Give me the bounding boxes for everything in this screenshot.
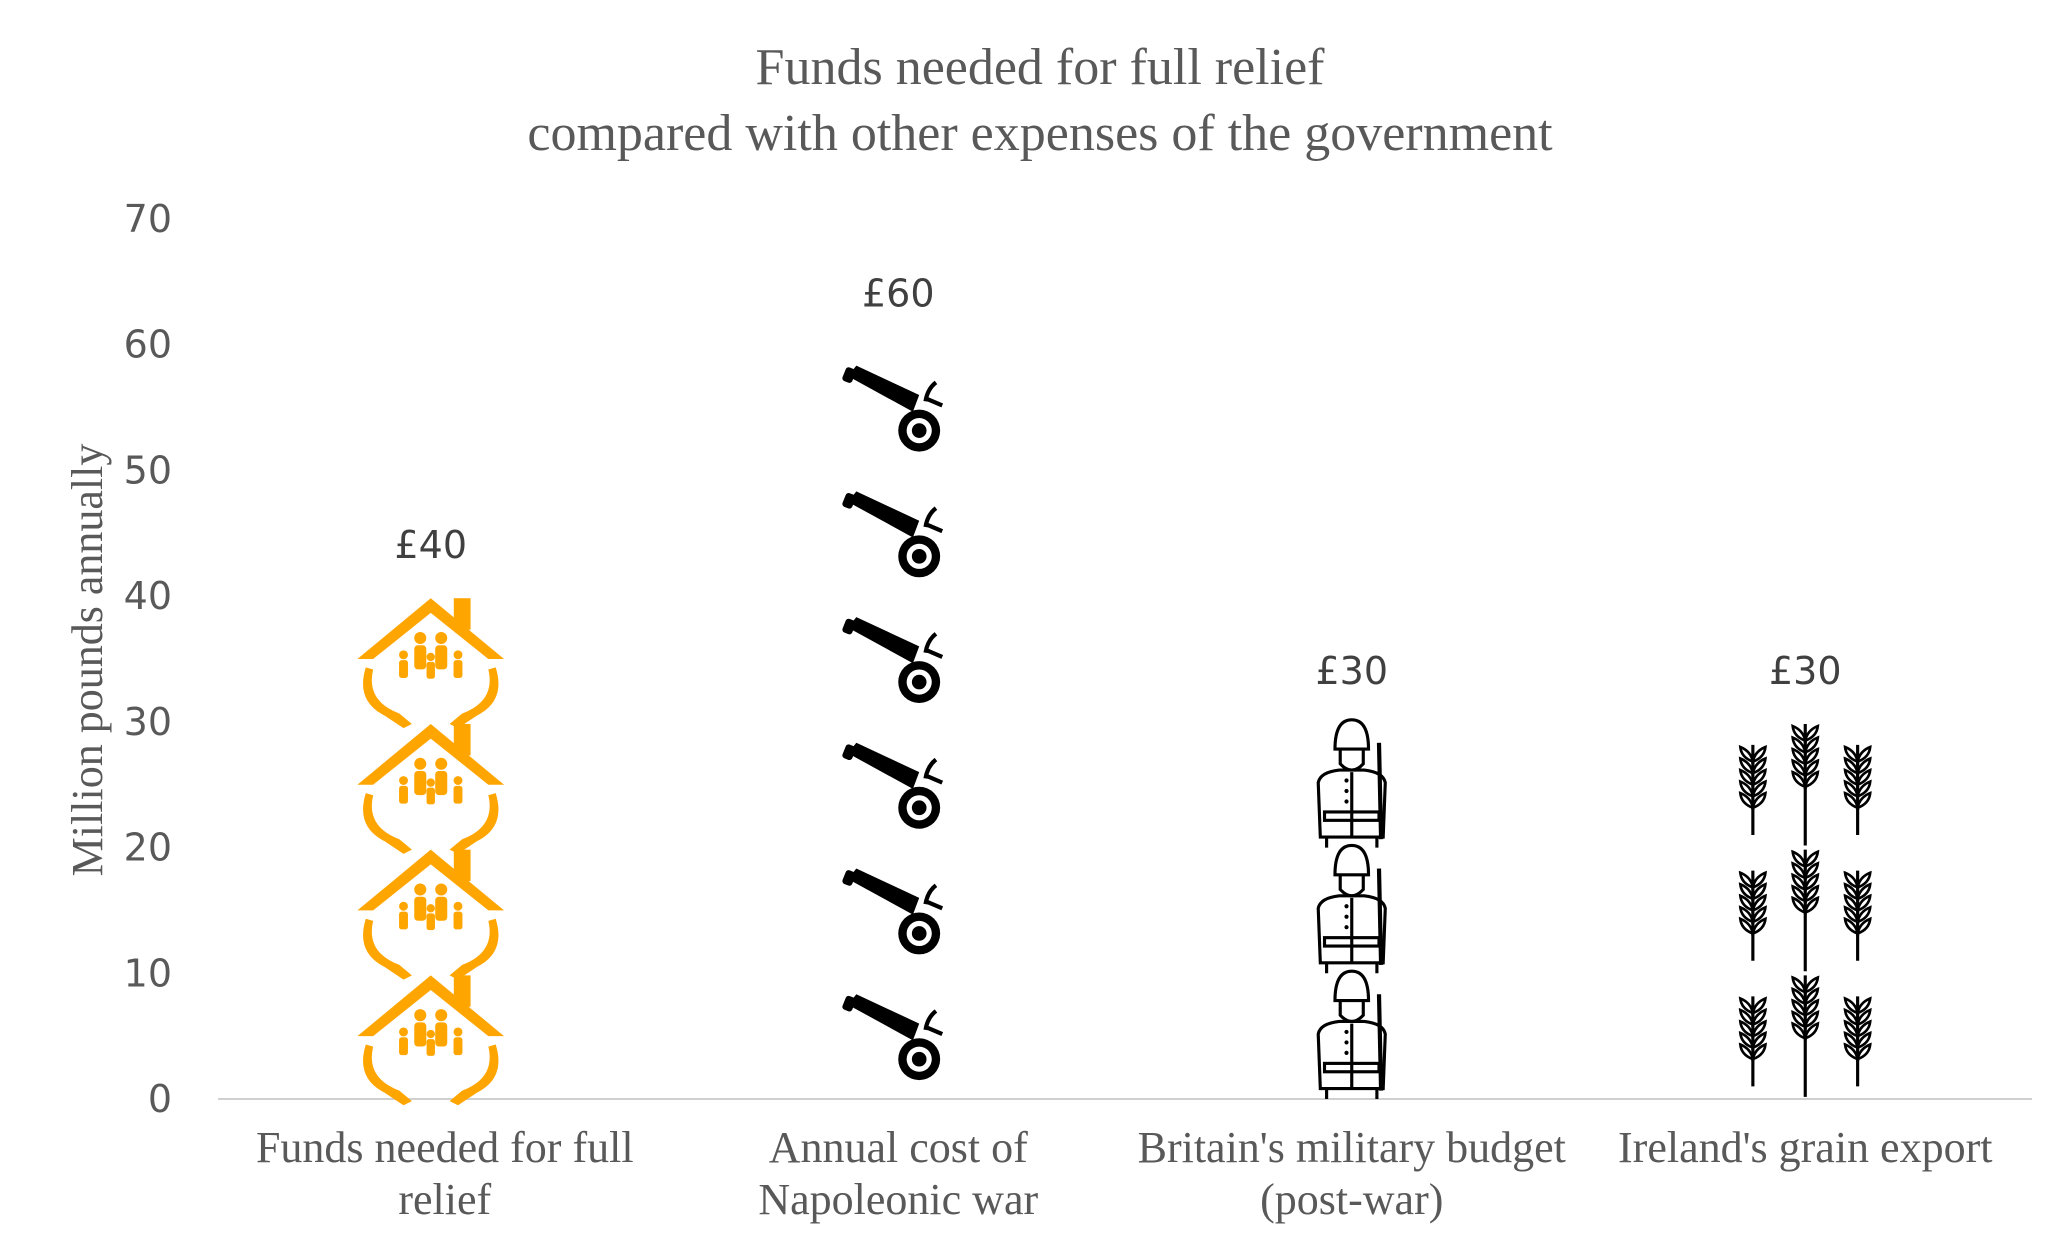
category-label: (post-war) (1260, 1175, 1443, 1224)
cannon-icon (842, 868, 944, 955)
data-label: £30 (1315, 649, 1388, 693)
data-label: £60 (862, 272, 935, 316)
wheat-icon (1738, 975, 1872, 1097)
category-label: relief (398, 1175, 491, 1224)
cannon-icon (842, 742, 944, 829)
category-label: Annual cost of (769, 1123, 1028, 1172)
soldier-icon (1316, 969, 1387, 1099)
y-tick-label: 40 (124, 574, 172, 618)
category-label: Napoleonic war (758, 1175, 1038, 1224)
y-axis-label: Million pounds annually (63, 444, 112, 877)
category-label: Funds needed for full (256, 1123, 634, 1172)
soldier-icon (1316, 718, 1387, 848)
y-tick-label: 30 (124, 700, 172, 744)
y-tick-label: 50 (124, 448, 172, 492)
house-family-icon (357, 975, 505, 1106)
chart-title-line-1: Funds needed for full relief (756, 39, 1326, 96)
data-label: £30 (1769, 649, 1842, 693)
y-tick-label: 10 (124, 951, 172, 995)
house-family-icon (357, 849, 505, 980)
y-tick-label: 60 (124, 323, 172, 367)
data-label: £40 (394, 523, 467, 567)
y-axis-ticks: 0 10 20 30 40 50 60 70 (124, 197, 172, 1121)
house-family-icon (357, 723, 505, 854)
cannon-icon (842, 617, 944, 703)
y-tick-label: 70 (124, 197, 172, 241)
cannon-icon (842, 365, 944, 452)
category-label: Britain's military budget (1138, 1123, 1566, 1172)
chart-title-line-2: compared with other expenses of the gove… (527, 105, 1553, 162)
cannon-icon (842, 994, 944, 1081)
house-family-icon (357, 598, 505, 729)
y-tick-label: 0 (148, 1077, 172, 1121)
wheat-icon (1738, 849, 1872, 972)
soldier-icon (1316, 843, 1387, 974)
cannon-icon (842, 491, 944, 578)
category-label: Ireland's grain export (1618, 1123, 1992, 1172)
y-tick-label: 20 (124, 826, 172, 870)
wheat-icon (1738, 723, 1872, 846)
